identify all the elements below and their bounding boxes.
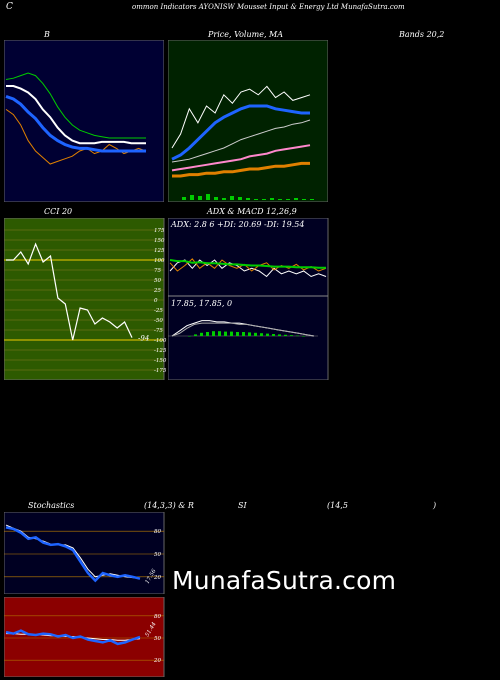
- cci-background: [4, 218, 165, 380]
- stoch-tick-label: 50: [154, 552, 161, 558]
- cci-tick-label: 75: [154, 268, 161, 274]
- bb-price-line: [6, 85, 146, 145]
- volume-bar: [270, 198, 274, 200]
- volume-bar: [230, 196, 234, 200]
- stoch-tick-label: 80: [154, 529, 161, 535]
- price-volume-chart: [168, 40, 328, 202]
- macd-histogram-bar: [230, 331, 233, 336]
- cci-tick-label: -150: [154, 358, 167, 364]
- macd-signal-line: [171, 322, 315, 337]
- macd-histogram-bar: [248, 332, 251, 336]
- cci-tick-label: 150: [154, 238, 165, 244]
- volume-bar: [214, 197, 218, 200]
- volume-bar: [198, 196, 202, 200]
- rsi-params: (14,5: [327, 501, 348, 510]
- volume-bar: [310, 199, 314, 200]
- macd-histogram-bar: [200, 332, 203, 336]
- stoch-label: Stochastics: [28, 501, 75, 510]
- bands-label: Bands 20,2: [399, 30, 445, 39]
- cci-tick-label: 125: [154, 248, 165, 254]
- macd-histogram-bar: [206, 332, 209, 336]
- adx-background: [168, 218, 329, 380]
- macd-histogram-bar: [290, 335, 293, 336]
- volume-bar: [294, 198, 298, 200]
- volume-bar: [246, 198, 250, 200]
- ma-short-line: [171, 104, 310, 161]
- volume-bar: [254, 199, 258, 200]
- macd-histogram-bar: [236, 332, 239, 336]
- cci-tick-label: -125: [154, 348, 167, 354]
- rsi-tick-label: 80: [154, 614, 161, 620]
- macd-values: 17.85, 17.85, 0: [171, 299, 232, 308]
- cci-last-value: -94: [138, 335, 149, 343]
- rsi-tick-label: 50: [154, 636, 161, 642]
- macd-histogram-bar: [260, 333, 263, 336]
- volume-bar: [206, 194, 210, 200]
- cci-tick-label: 175: [154, 228, 165, 234]
- stoch-tick-label: 20: [153, 575, 161, 581]
- header-title: ommon Indicators AYONISW Mousset Input &…: [132, 3, 405, 11]
- bb-lower-band: [5, 108, 147, 165]
- si-label: SI: [238, 501, 247, 510]
- stoch-k-line: [5, 526, 141, 583]
- ma-longest-line: [172, 161, 310, 178]
- cci-tick-label: -75: [154, 328, 163, 334]
- cci-line: [6, 242, 133, 341]
- ma-mid-line: [171, 119, 311, 163]
- bb-middle-band: [5, 94, 146, 153]
- adx-values: ADX: 2.8 6 +DI: 20.69 -DI: 19.54: [170, 220, 304, 229]
- rsi-tick-label: 20: [153, 658, 161, 664]
- macd-histogram-bar: [254, 332, 257, 336]
- bb-label: B: [44, 30, 50, 39]
- bollinger-background: [4, 40, 164, 202]
- cci-tick-label: -100: [154, 338, 167, 344]
- cci-tick-label: -175: [154, 368, 167, 374]
- macd-histogram-bar: [212, 331, 215, 336]
- macd-histogram-bar: [224, 331, 227, 336]
- volume-bar: [278, 199, 282, 200]
- volume-bar: [238, 197, 242, 200]
- header-letter: C: [6, 2, 13, 12]
- price-line: [171, 85, 311, 149]
- macd-histogram-bar: [278, 334, 281, 336]
- volume-bar: [182, 197, 186, 200]
- paren-label: ): [433, 501, 437, 510]
- volume-bar: [262, 199, 266, 200]
- watermark: MunafaSutra.com: [172, 566, 397, 595]
- ma-long-line: [171, 144, 311, 172]
- cci-tick-label: 100: [154, 258, 165, 264]
- macd-histogram-bar: [194, 334, 197, 336]
- cci-tick-label: 0: [154, 298, 158, 304]
- macd-histogram-bar: [242, 332, 245, 336]
- adx-line: [169, 259, 326, 269]
- macd-histogram-bar: [218, 331, 221, 336]
- volume-bar: [190, 195, 194, 200]
- adx-macd-chart: ADX: 2.8 6 +DI: 20.69 -DI: 19.54 17.85, …: [168, 218, 329, 380]
- cci-tick-label: 25: [153, 288, 161, 294]
- stoch-params: (14,3,3) & R: [144, 501, 194, 510]
- price-label: Price, Volume, MA: [208, 30, 284, 39]
- cci-tick-label: -25: [154, 308, 163, 314]
- cci-tick-label: 50: [154, 278, 161, 284]
- cci-label: CCI 20: [44, 207, 73, 216]
- price-background: [168, 40, 328, 202]
- volume-bar: [222, 198, 226, 200]
- macd-histogram-bar: [188, 336, 191, 337]
- macd-histogram-bar: [302, 336, 305, 337]
- volume-bar: [286, 199, 290, 200]
- rsi-line: [5, 629, 141, 646]
- macd-histogram-bar: [266, 333, 269, 336]
- stochastic-background: [4, 512, 165, 594]
- volume-bar: [302, 199, 306, 200]
- macd-histogram-bar: [284, 334, 287, 336]
- adx-label: ADX & MACD 12,26,9: [207, 207, 297, 216]
- macd-histogram-bar: [296, 335, 299, 337]
- bb-upper-band: [5, 72, 146, 139]
- macd-histogram-bar: [272, 334, 275, 336]
- cci-chart: 175 150 125 100 75 50 25 0 -25 -50 -75 -100 -125 -150…: [4, 218, 167, 380]
- cci-tick-label: -50: [154, 318, 163, 324]
- bollinger-chart: [4, 40, 164, 202]
